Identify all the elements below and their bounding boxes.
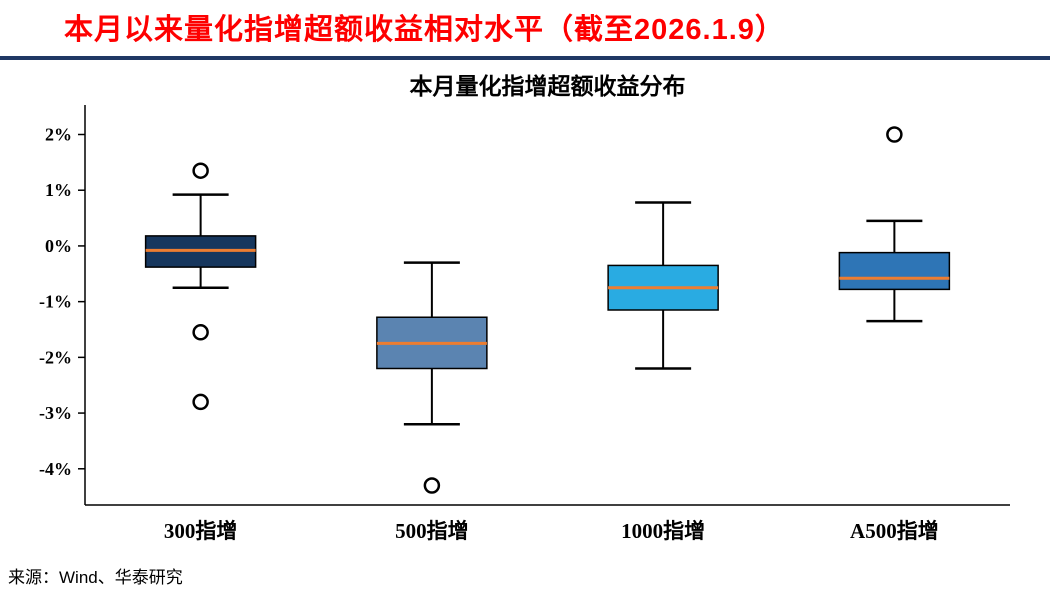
outlier-point [886,126,903,143]
outlier-point [423,477,441,494]
outlier-point [192,324,209,341]
y-tick-label: -3% [39,403,72,423]
category-label: 300指增 [164,519,238,543]
y-tick-label: 0% [45,236,72,256]
figure-header: 本月以来量化指增超额收益相对水平（截至2026.1.9） [0,0,1050,60]
boxplot-svg: 本月量化指增超额收益分布 2% 1% 0% -1% -2% -3% -4% 300指增 500指增… [39,73,1010,543]
y-tick-label: 2% [45,125,72,145]
outlier-point [192,162,209,179]
y-tick-label: -2% [39,347,72,367]
category-label: 500指增 [395,519,469,543]
figure-header-title: 本月以来量化指增超额收益相对水平（截至2026.1.9） [64,14,785,46]
source-note: 来源：Wind、华泰研究 [8,568,183,587]
y-tick-label: -4% [39,459,72,479]
category-label: A500指增 [850,519,939,543]
y-tick-label: 1% [45,180,72,200]
boxplot-chart: 本月量化指增超额收益分布 2% 1% 0% -1% -2% -3% -4% 300指增 500指增… [0,60,1050,560]
y-tick-label: -1% [39,292,72,312]
outlier-point [192,393,209,411]
category-label: 1000指增 [621,519,705,543]
box-A500指增 [838,251,951,291]
chart-title: 本月量化指增超额收益分布 [410,73,686,99]
